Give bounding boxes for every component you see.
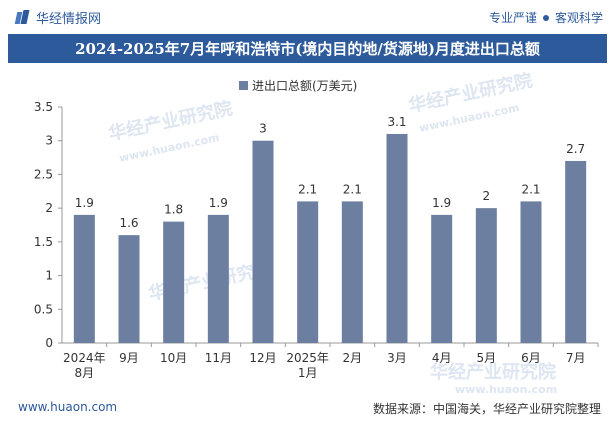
x-tick-label: 11月 (205, 351, 232, 365)
slogan: 专业严谨 客观科学 (489, 9, 603, 26)
bar[interactable] (163, 221, 185, 343)
bar-value-label: 2.7 (566, 142, 585, 156)
bar-value-label: 1.8 (164, 203, 183, 217)
x-tick-label: 3月 (387, 351, 407, 365)
axes: 0 0.5 1 1.5 2 2.5 3 3.5 2024年 8月 9月 10月 11月 12月 2025年 1… (34, 100, 599, 380)
y-tick-label: 1.5 (34, 235, 53, 249)
watermark-url: www.huaon.com (455, 383, 557, 396)
x-tick-label: 12月 (249, 351, 276, 365)
x-tick-label: 2月 (343, 351, 363, 365)
x-tick-label: 6月 (521, 351, 541, 365)
footer-website[interactable]: www.huaon.com (18, 400, 118, 414)
x-tick-label: 10月 (160, 351, 187, 365)
x-tick-label: 4月 (432, 351, 452, 365)
bar-value-label: 3.1 (387, 115, 406, 129)
y-tick-label: 0.5 (34, 302, 53, 316)
chart-title: 2024-2025年7月年呼和浩特市(境内目的地/货源地)月度进出口总额 (8, 34, 607, 63)
y-tick-label: 2 (45, 201, 53, 215)
slogan-right: 客观科学 (554, 11, 603, 25)
bar[interactable] (207, 214, 229, 343)
bar-value-label: 2.1 (298, 182, 317, 196)
x-tick-label: 9月 (119, 351, 139, 365)
bars: 1.9 1.6 1.8 1.9 3 2.1 2.1 3.1 1.9 2 2.1 2.7 (73, 115, 587, 343)
legend-swatch (239, 81, 248, 90)
x-tick-label: 2025年 1月 (286, 351, 329, 380)
legend-label: 进出口总额(万美元) (252, 79, 357, 93)
brand[interactable]: 华经情报网 (14, 9, 102, 27)
bar-value-label: 3 (259, 122, 267, 136)
bar-value-label: 1.9 (75, 196, 94, 210)
footer-source: 数据来源：中国海关，华经产业研究院整理 (372, 402, 601, 416)
bar-value-label: 1.9 (209, 196, 228, 210)
x-tick-label: 5月 (477, 351, 497, 365)
bar-value-label: 2 (483, 189, 491, 203)
y-tick-label: 3.5 (34, 100, 53, 114)
bar[interactable] (118, 235, 140, 343)
brand-name: 华经情报网 (36, 11, 102, 27)
bar-value-label: 1.9 (432, 196, 451, 210)
x-tick-label: 7月 (566, 351, 586, 365)
y-tick-label: 0 (45, 336, 53, 350)
y-tick-label: 2.5 (34, 167, 53, 181)
x-tick-label: 2024年 8月 (63, 351, 106, 380)
separator-dot-icon (542, 14, 549, 21)
slogan-left: 专业严谨 (488, 11, 537, 25)
bar[interactable] (73, 214, 95, 343)
y-tick-label: 3 (45, 134, 53, 148)
bar-value-label: 2.1 (343, 182, 362, 196)
bar-value-label: 2.1 (521, 182, 540, 196)
bar[interactable] (565, 160, 587, 343)
bar[interactable] (297, 201, 319, 343)
bar[interactable] (431, 214, 453, 343)
bar[interactable] (475, 208, 497, 343)
bar[interactable] (386, 133, 408, 343)
legend: 进出口总额(万美元) (239, 79, 357, 93)
watermark-text: 华经产业研究院 (430, 361, 556, 383)
bar-value-label: 1.6 (119, 216, 138, 230)
y-tick-label: 1 (45, 269, 53, 283)
bar[interactable] (520, 201, 542, 343)
top-bar: 华经情报网 专业严谨 客观科学 (0, 0, 615, 34)
bar[interactable] (341, 201, 363, 343)
bar[interactable] (252, 140, 274, 343)
